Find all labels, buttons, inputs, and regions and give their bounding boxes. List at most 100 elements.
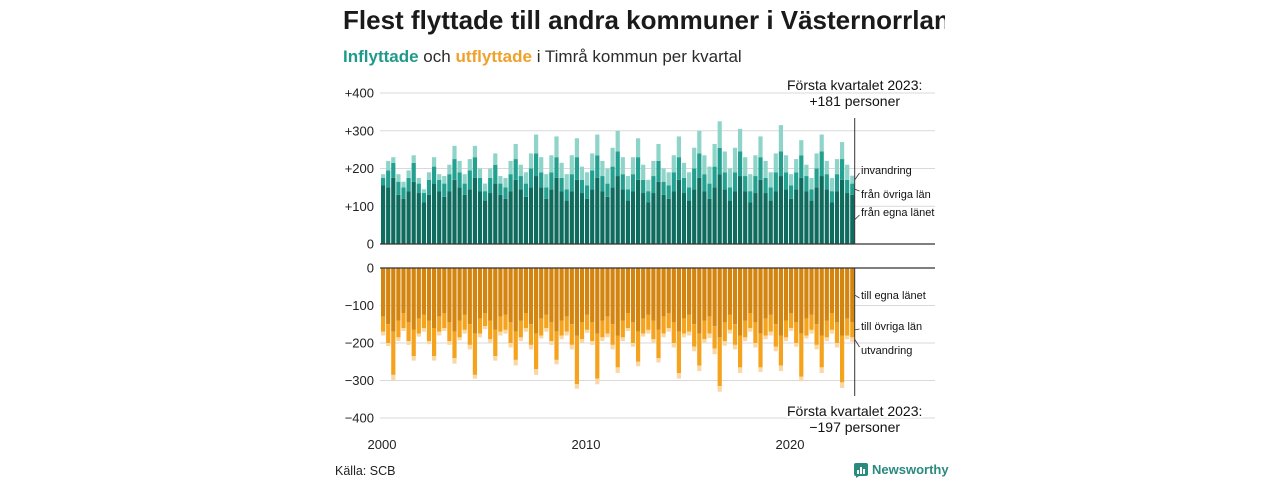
y-tick-label: +100 [345,199,374,214]
bar-outflow-utvandring [727,329,732,334]
bar-inflow-invandring [574,138,579,158]
bar-outflow-till-egna-lanet [661,268,666,317]
bar-inflow-fran-egna-lanet [411,181,416,244]
bar-outflow-utvandring [804,335,809,339]
bar-inflow-fran-ovriga-lan [768,187,773,201]
bar-inflow-fran-egna-lanet [717,174,722,244]
bar-inflow-invandring [595,134,600,156]
inflow-series-invandring [381,121,855,194]
bar-inflow-fran-ovriga-lan [528,168,534,188]
bar-inflow-fran-egna-lanet [503,198,508,244]
bar-inflow-fran-egna-lanet [426,194,432,244]
bar-inflow-fran-ovriga-lan [630,174,636,192]
bar-inflow-fran-egna-lanet [595,177,600,244]
bar-outflow-till-egna-lanet [488,268,493,321]
subtitle-rest: i Timrå kommun per kvartal [536,47,742,66]
bar-inflow-invandring [386,160,391,171]
bar-outflow-till-ovriga-lan [778,335,783,366]
bar-outflow-till-ovriga-lan [518,320,523,338]
bar-inflow-invandring [778,125,783,152]
bar-inflow-fran-egna-lanet [819,176,824,244]
bar-inflow-invandring [794,159,799,173]
bar-outflow-till-egna-lanet [773,268,778,325]
bar-outflow-till-egna-lanet [651,268,656,321]
bar-inflow-invandring [845,164,850,180]
bar-inflow-fran-ovriga-lan [447,174,452,192]
bar-inflow-fran-ovriga-lan [493,164,498,184]
bar-inflow-fran-ovriga-lan [416,183,421,194]
bar-inflow-invandring [401,181,406,188]
label-leader-line [854,172,860,180]
outflow-series-till-egna-lanet [381,268,855,338]
bar-inflow-fran-egna-lanet [824,189,829,244]
bar-outflow-till-ovriga-lan [834,322,840,343]
bar-inflow-fran-ovriga-lan [845,179,850,194]
bar-inflow-invandring [661,168,666,182]
bar-inflow-invandring [462,174,467,184]
bar-outflow-utvandring [467,344,472,350]
bar-outflow-utvandring [671,343,676,348]
y-tick-label: +300 [345,123,374,138]
bar-inflow-invandring [457,160,462,173]
bar-inflow-fran-ovriga-lan [498,183,503,195]
bar-inflow-fran-ovriga-lan [651,176,656,194]
bar-outflow-utvandring [518,337,523,342]
bar-inflow-fran-egna-lanet [518,189,523,244]
bar-inflow-invandring [840,142,845,160]
bar-outflow-utvandring [590,341,595,345]
bar-outflow-utvandring [503,329,508,334]
bar-inflow-invandring [554,136,559,158]
bar-outflow-till-egna-lanet [401,268,406,313]
bar-outflow-utvandring [549,341,554,345]
bar-inflow-fran-ovriga-lan [738,151,743,177]
bar-inflow-fran-ovriga-lan [840,159,845,180]
bar-inflow-fran-egna-lanet [523,196,528,244]
bar-inflow-invandring [539,157,544,173]
bar-outflow-till-egna-lanet [391,268,396,332]
bar-outflow-utvandring [416,333,421,337]
bar-outflow-till-egna-lanet [508,268,513,323]
bar-inflow-invandring [676,136,681,158]
bar-outflow-till-ovriga-lan [676,331,681,373]
bar-outflow-till-ovriga-lan [508,322,513,343]
bar-outflow-till-egna-lanet [707,268,712,317]
bar-inflow-fran-egna-lanet [498,194,503,244]
bar-outflow-till-ovriga-lan [794,322,799,343]
bar-outflow-till-ovriga-lan [656,329,661,358]
bar-outflow-utvandring [396,337,401,342]
bar-inflow-invandring [641,164,646,180]
brand-name: Newsworthy [872,462,949,477]
inflow-panel: 0 +100 +200 +300 +400 Första kvartalet 2023:+… [345,75,935,252]
bar-outflow-till-egna-lanet [549,268,554,323]
bar-outflow-till-egna-lanet [411,268,416,330]
bar-inflow-invandring [518,164,523,177]
bar-outflow-utvandring [722,341,727,346]
bar-outflow-till-egna-lanet [539,268,544,319]
bar-inflow-fran-egna-lanet [559,191,564,244]
bar-inflow-fran-egna-lanet [712,187,717,244]
bar-outflow-till-egna-lanet [386,268,391,325]
bar-outflow-till-ovriga-lan [416,318,421,334]
bar-inflow-fran-egna-lanet [727,200,732,244]
bar-inflow-fran-ovriga-lan [829,191,834,203]
bar-outflow-till-ovriga-lan [758,333,763,368]
bar-outflow-utvandring [748,328,753,332]
bar-inflow-fran-ovriga-lan [539,172,544,188]
bar-outflow-utvandring [809,329,814,334]
bar-outflow-till-ovriga-lan [406,322,411,342]
bar-outflow-utvandring [574,384,579,389]
y-tick-label: −100 [345,298,374,313]
bar-outflow-till-ovriga-lan [488,320,493,340]
bar-inflow-fran-ovriga-lan [381,177,386,186]
bar-outflow-till-egna-lanet [834,268,840,323]
bar-outflow-till-egna-lanet [671,268,676,323]
bar-outflow-utvandring [753,343,758,348]
bar-inflow-fran-ovriga-lan [585,185,590,199]
bar-inflow-fran-egna-lanet [457,187,462,244]
bar-outflow-till-ovriga-lan [437,316,442,332]
subtitle-connector: och [423,47,451,66]
bar-outflow-till-ovriga-lan [789,313,794,328]
bar-inflow-fran-egna-lanet [416,193,421,244]
bar-inflow-fran-ovriga-lan [523,183,528,197]
bar-outflow-utvandring [406,341,411,345]
